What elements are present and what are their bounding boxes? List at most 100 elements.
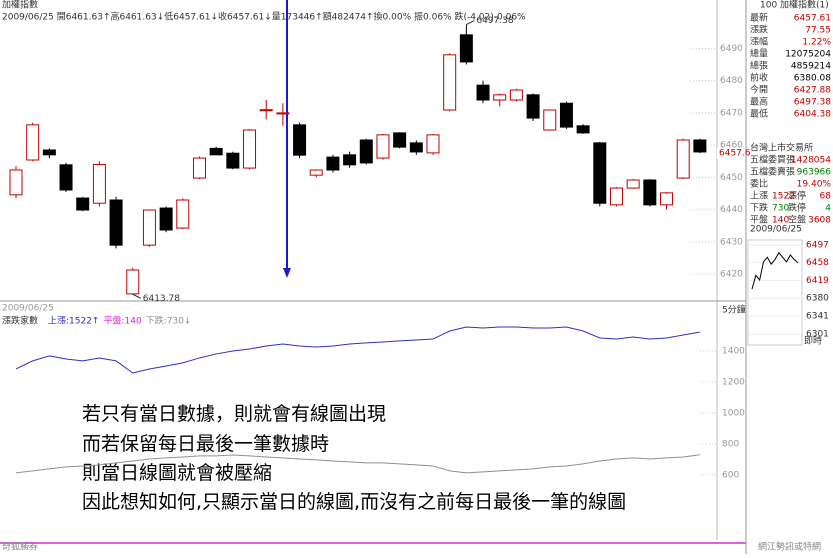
candle-body	[543, 109, 557, 131]
row-label: 最高	[750, 96, 768, 108]
candle-body	[559, 102, 573, 128]
live-label: 即時	[804, 336, 822, 347]
row-value: 6404.38	[794, 110, 831, 120]
row-label: 漲跌	[750, 25, 768, 36]
exchange: 台灣上市交易所	[750, 142, 813, 154]
candle-body	[660, 192, 674, 206]
row-value: 12075204	[785, 50, 831, 60]
row-cell: 1522	[772, 192, 795, 202]
candle-body	[459, 34, 473, 63]
y-tick-label: 6460	[720, 141, 743, 151]
annotation: 則當日線圖就會被壓縮	[82, 462, 272, 484]
mini-frame	[747, 239, 803, 346]
row-label: 最低	[750, 108, 768, 120]
legend-entry: 平盤:140	[103, 315, 141, 327]
y-tick-label: 6420	[720, 270, 743, 280]
candle-body	[126, 269, 140, 295]
candle-body	[159, 207, 173, 231]
candle-body	[443, 54, 457, 111]
candle-body	[59, 164, 73, 191]
y-tick-label: 1000	[722, 408, 745, 418]
y-tick-label: 600	[722, 470, 739, 480]
annotation: 若只有當日數據，則就會有線圖出現	[82, 403, 386, 425]
y-tick-label: 800	[722, 439, 739, 449]
row-cell: 68	[820, 192, 832, 202]
y-tick-label: 6450	[720, 173, 743, 183]
candle-body	[576, 125, 590, 134]
row-value: 963966	[797, 168, 832, 178]
candle-body	[509, 89, 523, 101]
annotation: 而若保留每日最後一筆數據時	[82, 433, 329, 455]
candle-body	[609, 187, 623, 206]
candle-body	[259, 109, 273, 112]
mini-line	[751, 251, 799, 290]
panel-date: 2009/06/25	[750, 225, 802, 235]
row-value: 1428054	[791, 156, 831, 166]
row-label: 總量	[750, 48, 768, 60]
low-label: 6413.78	[143, 294, 180, 304]
row-label: 最新	[750, 12, 768, 24]
arrow-head	[283, 268, 291, 278]
price-tag: 6457.6	[719, 149, 751, 159]
leader	[466, 20, 475, 26]
candle-body	[693, 139, 707, 153]
row-cell: 漲停	[788, 190, 806, 202]
y-tick-label: 6458	[806, 258, 829, 268]
row-cell: 730	[772, 204, 789, 214]
candle-body	[593, 142, 607, 204]
quote-info: 2009/06/25 開6461.63↑高6461.63↓低6457.61↓收6…	[2, 11, 526, 23]
row-label: 五檔委賣張	[750, 166, 795, 178]
row-cell: 4	[825, 204, 831, 214]
panel-title: 100 加權指數(1)	[760, 0, 829, 11]
high-label: 6497.38	[476, 16, 513, 26]
candle-body	[76, 197, 90, 211]
candle-body	[493, 94, 507, 101]
candle-body	[326, 156, 340, 171]
candle-body	[276, 112, 290, 115]
row-value: 19.40%	[797, 180, 832, 190]
candle-body	[293, 124, 307, 156]
legend-entry: 上漲:1522↑	[48, 316, 99, 327]
y-tick-label: 6419	[806, 276, 829, 286]
candle-body	[343, 154, 357, 166]
y-tick-label: 6430	[720, 237, 743, 247]
y-tick-label: 1400	[722, 346, 745, 356]
row-label: 總張	[750, 60, 768, 72]
candle-body	[359, 139, 373, 164]
breadth-title: 漲跌家數	[2, 315, 38, 327]
row-cell: 140	[772, 216, 789, 226]
candle-body	[643, 179, 657, 206]
leader	[132, 293, 141, 299]
row-cell: 空盤	[788, 214, 806, 226]
candle-body	[92, 164, 106, 204]
candle-body	[626, 179, 640, 189]
footer-left: 奇狐勝券	[2, 541, 38, 553]
row-value: 1.22%	[802, 38, 831, 48]
candle-body	[226, 152, 240, 169]
candle-body	[476, 84, 490, 101]
row-value: 4859214	[791, 62, 831, 72]
row-cell: 下跌	[750, 203, 768, 214]
footer-right: 網江勢訊或特網	[758, 541, 821, 553]
y-tick-label: 6301	[806, 330, 829, 340]
interval: 5分鐘	[722, 304, 746, 316]
y-tick-label: 6497	[806, 241, 829, 251]
candle-body	[109, 199, 123, 246]
row-value: 6497.38	[794, 98, 831, 108]
candle-body	[26, 124, 40, 161]
row-label: 今開	[750, 84, 768, 96]
candle-body	[176, 199, 190, 229]
breadth-line	[15, 454, 700, 474]
candle-body	[142, 209, 156, 246]
price-tag-bg	[717, 147, 745, 159]
y-tick-label: 6490	[720, 44, 743, 54]
legend-entry: 下跌:730↓	[146, 316, 192, 327]
candle-body	[42, 149, 56, 156]
row-value: 6457.61	[794, 14, 831, 24]
candle-body	[209, 147, 223, 156]
candle-body	[9, 169, 23, 196]
row-value: 6427.88	[794, 86, 831, 96]
row-cell: 上漲	[750, 191, 768, 202]
candle-body	[409, 142, 423, 153]
